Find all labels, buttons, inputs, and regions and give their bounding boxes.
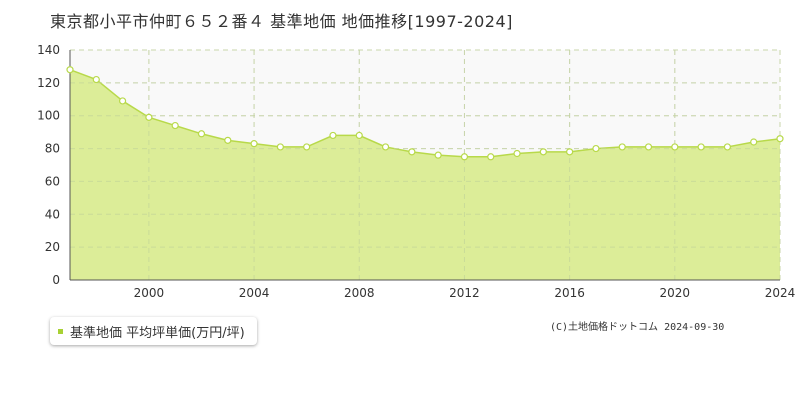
data-point <box>303 143 311 151</box>
data-point <box>92 75 100 84</box>
data-point <box>329 131 337 140</box>
x-tick-label: 2008 <box>344 286 375 300</box>
data-point <box>750 138 758 146</box>
data-point <box>487 153 495 161</box>
x-tick-label: 2024 <box>765 286 796 300</box>
data-point <box>513 149 521 158</box>
x-tick-label: 2000 <box>134 286 165 300</box>
y-tick-label: 100 <box>37 109 60 123</box>
x-tick-label: 2016 <box>554 286 585 300</box>
data-point <box>171 121 179 130</box>
data-point <box>408 148 416 156</box>
y-tick-label: 80 <box>45 142 60 156</box>
data-point <box>539 148 547 156</box>
data-point <box>381 143 390 151</box>
data-point <box>145 113 153 121</box>
data-point <box>592 144 600 153</box>
y-tick-label: 120 <box>37 76 60 90</box>
x-axis-ticks: 2000 2004 2008 2012 2016 2020 2024 <box>134 286 796 300</box>
data-point <box>434 151 442 159</box>
data-points <box>66 66 784 161</box>
data-point <box>671 143 679 151</box>
data-point <box>355 131 363 140</box>
data-point <box>644 143 653 151</box>
data-point <box>776 135 784 143</box>
y-tick-label: 60 <box>45 174 60 188</box>
x-tick-label: 2020 <box>660 286 691 300</box>
legend-marker-icon <box>58 328 63 334</box>
y-axis-ticks: 0 20 40 60 80 100 120 140 <box>37 43 60 287</box>
data-point <box>697 143 705 151</box>
data-point <box>197 130 206 138</box>
y-tick-label: 40 <box>45 207 60 221</box>
legend: 基準地価 平均坪単価(万円/坪) <box>50 317 257 345</box>
data-point <box>250 140 258 148</box>
data-point <box>224 136 232 144</box>
y-tick-label: 20 <box>45 240 60 254</box>
data-point <box>566 148 574 156</box>
data-point <box>460 153 469 161</box>
y-tick-label: 140 <box>37 43 60 57</box>
copyright-credit: (C)土地価格ドットコム 2024-09-30 <box>550 322 725 333</box>
chart-title: 東京都小平市仲町６５２番４ 基準地価 地価推移[1997-2024] <box>50 12 513 31</box>
data-point <box>276 143 284 151</box>
axes <box>69 50 780 281</box>
grid-overlay <box>70 49 781 280</box>
legend-label: 基準地価 平均坪単価(万円/坪) <box>70 325 245 341</box>
x-tick-label: 2012 <box>449 286 480 300</box>
series-line <box>69 69 781 158</box>
series-area <box>70 69 780 280</box>
x-tick-label: 2004 <box>239 286 270 300</box>
data-point <box>618 143 626 151</box>
data-point <box>723 143 732 151</box>
y-tick-label: 0 <box>52 273 60 287</box>
data-point <box>118 97 127 105</box>
data-point <box>66 66 74 74</box>
